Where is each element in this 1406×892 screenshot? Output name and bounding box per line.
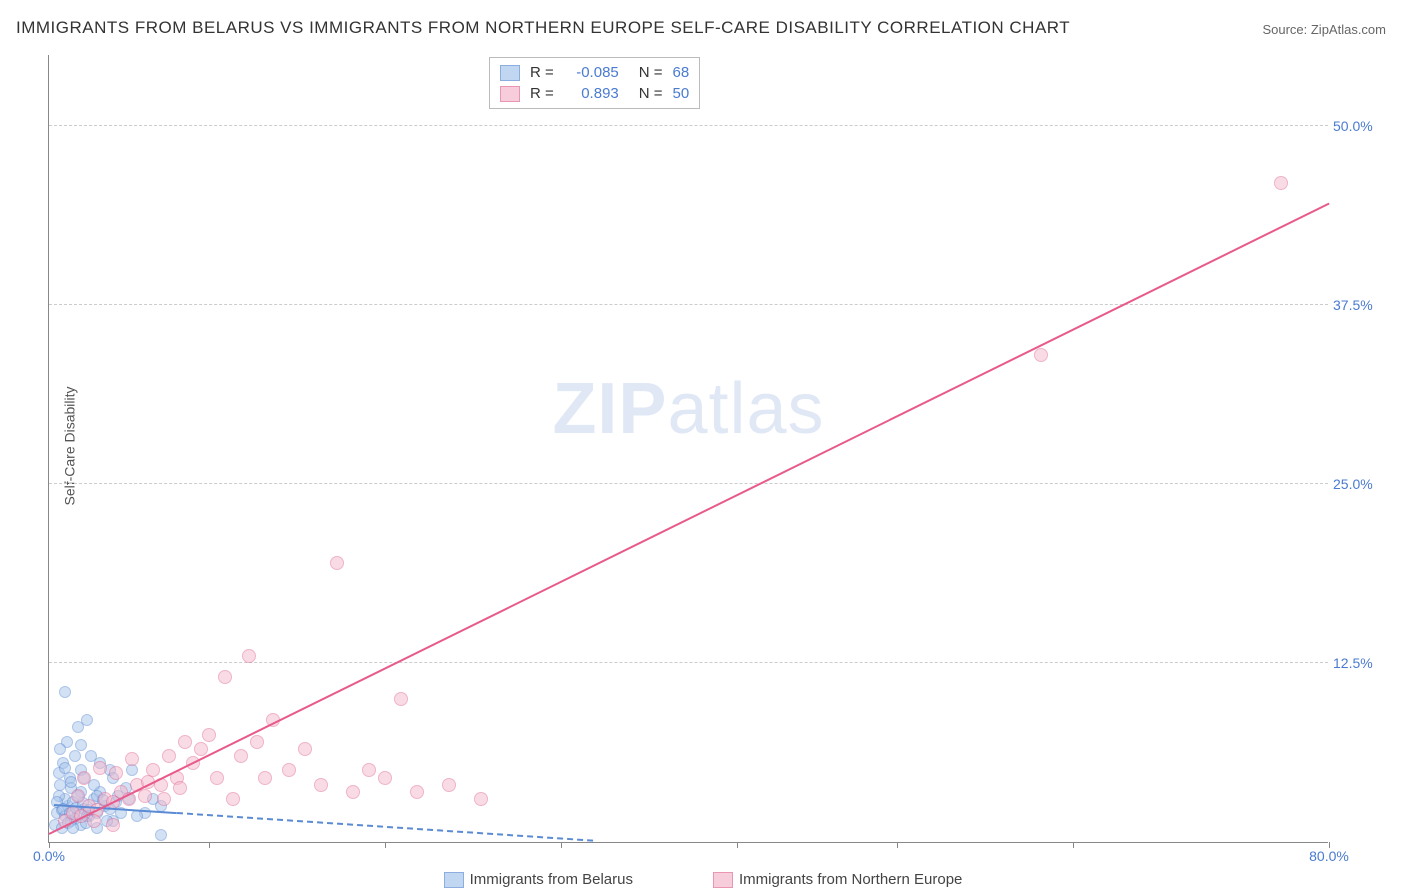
scatter-point bbox=[106, 818, 120, 832]
gridline-horizontal bbox=[49, 125, 1328, 126]
scatter-point bbox=[210, 771, 224, 785]
n-label: N = bbox=[639, 64, 663, 81]
r-value: 0.893 bbox=[564, 85, 619, 102]
chart-title: IMMIGRANTS FROM BELARUS VS IMMIGRANTS FR… bbox=[16, 18, 1070, 38]
scatter-point bbox=[410, 785, 424, 799]
gridline-horizontal bbox=[49, 304, 1328, 305]
watermark-bold: ZIP bbox=[552, 369, 667, 449]
x-tick-mark bbox=[897, 842, 898, 848]
scatter-point bbox=[59, 762, 71, 774]
source-prefix: Source: bbox=[1262, 22, 1310, 37]
scatter-point bbox=[242, 649, 256, 663]
scatter-point bbox=[75, 739, 87, 751]
scatter-point bbox=[258, 771, 272, 785]
scatter-point bbox=[1274, 176, 1288, 190]
scatter-point bbox=[330, 556, 344, 570]
watermark: ZIPatlas bbox=[552, 368, 824, 450]
scatter-point bbox=[362, 763, 376, 777]
x-tick-mark bbox=[737, 842, 738, 848]
y-tick-label: 37.5% bbox=[1333, 297, 1388, 313]
scatter-point bbox=[202, 728, 216, 742]
legend-swatch bbox=[500, 86, 520, 102]
legend-swatch bbox=[713, 872, 733, 888]
scatter-point bbox=[155, 829, 167, 841]
scatter-point bbox=[346, 785, 360, 799]
n-label: N = bbox=[639, 85, 663, 102]
y-tick-label: 25.0% bbox=[1333, 476, 1388, 492]
legend-swatch bbox=[500, 65, 520, 81]
scatter-point bbox=[125, 752, 139, 766]
x-tick-label: 0.0% bbox=[33, 848, 65, 864]
trend-line bbox=[49, 203, 1330, 835]
x-tick-mark bbox=[1073, 842, 1074, 848]
r-label: R = bbox=[530, 64, 554, 81]
r-label: R = bbox=[530, 85, 554, 102]
n-value: 68 bbox=[673, 64, 690, 81]
x-tick-mark bbox=[561, 842, 562, 848]
legend-stat-row: R = 0.893 N = 50 bbox=[500, 83, 689, 104]
gridline-horizontal bbox=[49, 483, 1328, 484]
legend-label: Immigrants from Belarus bbox=[470, 871, 633, 888]
scatter-point bbox=[173, 781, 187, 795]
r-value: -0.085 bbox=[564, 64, 619, 81]
scatter-point bbox=[72, 721, 84, 733]
scatter-point bbox=[65, 776, 77, 788]
x-tick-label: 80.0% bbox=[1309, 848, 1349, 864]
gridline-horizontal bbox=[49, 662, 1328, 663]
legend-label: Immigrants from Northern Europe bbox=[739, 871, 962, 888]
scatter-point bbox=[93, 761, 107, 775]
scatter-point bbox=[131, 810, 143, 822]
scatter-point bbox=[162, 749, 176, 763]
scatter-point bbox=[378, 771, 392, 785]
legend-item: Immigrants from Belarus bbox=[444, 871, 633, 888]
scatter-point bbox=[282, 763, 296, 777]
scatter-point bbox=[474, 792, 488, 806]
series-legend: Immigrants from Belarus Immigrants from N… bbox=[0, 871, 1406, 888]
legend-stat-row: R = -0.085 N = 68 bbox=[500, 62, 689, 83]
scatter-point bbox=[157, 792, 171, 806]
scatter-point bbox=[298, 742, 312, 756]
plot-area: ZIPatlas R =-0.085N =68R =0.893N =50 12.… bbox=[48, 55, 1328, 843]
n-value: 50 bbox=[673, 85, 690, 102]
scatter-point bbox=[178, 735, 192, 749]
scatter-point bbox=[77, 771, 91, 785]
scatter-point bbox=[226, 792, 240, 806]
source-attribution: Source: ZipAtlas.com bbox=[1262, 22, 1386, 37]
x-tick-mark bbox=[385, 842, 386, 848]
scatter-point bbox=[314, 778, 328, 792]
scatter-point bbox=[109, 766, 123, 780]
watermark-light: atlas bbox=[667, 369, 824, 449]
scatter-point bbox=[126, 764, 138, 776]
scatter-point bbox=[394, 692, 408, 706]
y-tick-label: 12.5% bbox=[1333, 655, 1388, 671]
scatter-point bbox=[69, 750, 81, 762]
legend-swatch bbox=[444, 872, 464, 888]
scatter-point bbox=[59, 686, 71, 698]
scatter-point bbox=[442, 778, 456, 792]
scatter-point bbox=[218, 670, 232, 684]
scatter-point bbox=[71, 789, 85, 803]
legend-item: Immigrants from Northern Europe bbox=[713, 871, 962, 888]
x-tick-mark bbox=[209, 842, 210, 848]
y-tick-label: 50.0% bbox=[1333, 118, 1388, 134]
source-name: ZipAtlas.com bbox=[1311, 22, 1386, 37]
scatter-point bbox=[138, 789, 152, 803]
scatter-point bbox=[1034, 348, 1048, 362]
scatter-point bbox=[54, 743, 66, 755]
trend-line bbox=[177, 812, 593, 842]
scatter-point bbox=[250, 735, 264, 749]
scatter-point bbox=[87, 814, 101, 828]
correlation-legend: R = -0.085 N = 68 R = 0.893 N = 50 bbox=[489, 57, 700, 109]
scatter-point bbox=[234, 749, 248, 763]
scatter-point bbox=[194, 742, 208, 756]
